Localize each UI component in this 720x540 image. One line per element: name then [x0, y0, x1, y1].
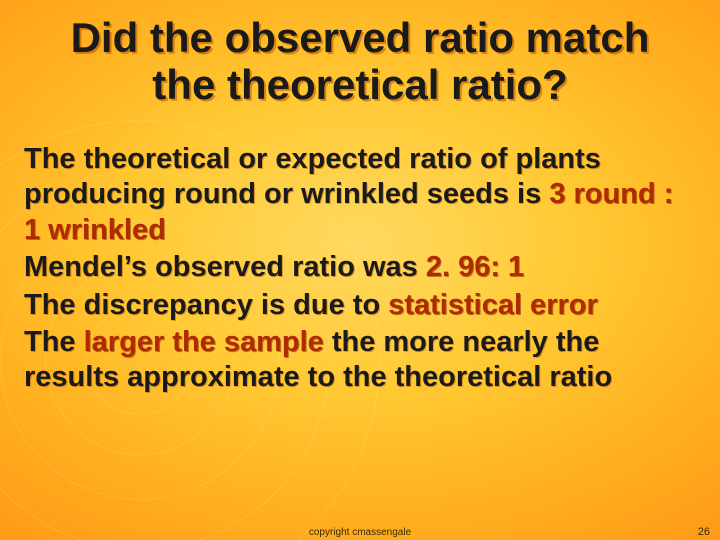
slide-title: Did the observed ratio match the theoret… [30, 14, 690, 108]
emphasis-text: statistical error [388, 289, 598, 321]
page-number: 26 [698, 526, 710, 538]
body-paragraph: The larger the sample the more nearly th… [24, 325, 692, 396]
title-line-1: Did the observed ratio match [71, 14, 650, 61]
emphasis-text: 2. 96: 1 [426, 251, 524, 283]
footer-copyright: copyright cmassengale [0, 527, 720, 538]
body-paragraph: The theoretical or expected ratio of pla… [24, 142, 692, 248]
slide-body: The theoretical or expected ratio of pla… [24, 142, 692, 398]
title-line-2: the theoretical ratio? [152, 61, 567, 108]
slide: Did the observed ratio match the theoret… [0, 0, 720, 540]
body-text: The theoretical or expected ratio of pla… [24, 143, 601, 210]
body-text: The [24, 326, 84, 358]
emphasis-text: larger the sample [84, 326, 324, 358]
body-text: Mendel’s observed ratio was [24, 251, 426, 283]
body-paragraph: Mendel’s observed ratio was 2. 96: 1 [24, 250, 692, 285]
body-text: The discrepancy is due to [24, 289, 388, 321]
body-paragraph: The discrepancy is due to statistical er… [24, 288, 692, 323]
